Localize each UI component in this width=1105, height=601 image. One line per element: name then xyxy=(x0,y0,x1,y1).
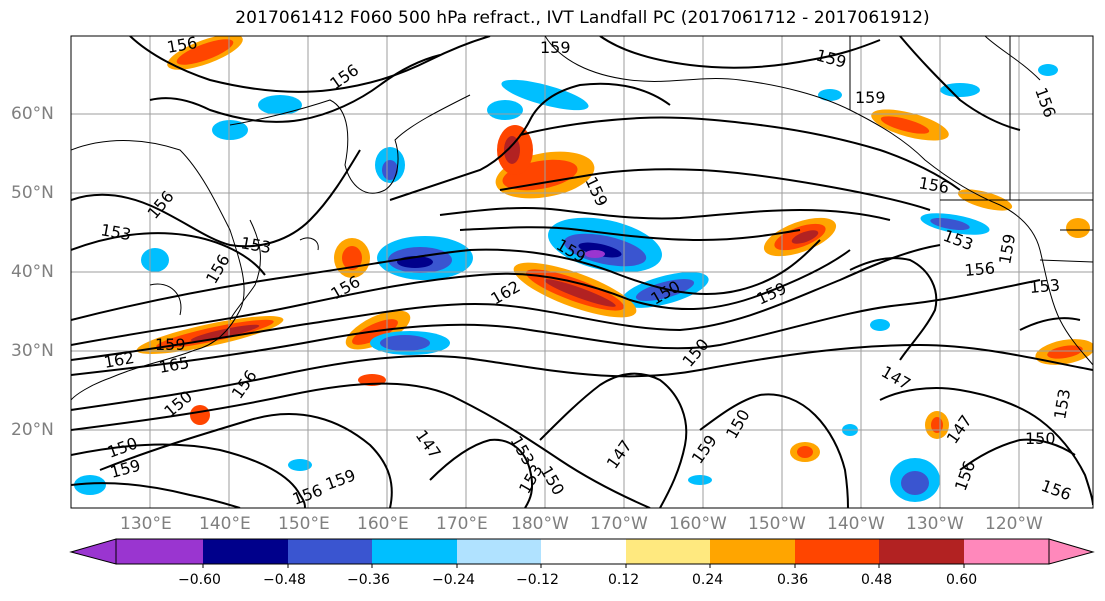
colorbar-extend-right xyxy=(1048,538,1095,565)
colorbar-tick-label: −0.60 xyxy=(178,572,221,588)
lon-label-130e: 130°E xyxy=(120,514,172,534)
contour-label: 150 xyxy=(1025,429,1056,448)
lat-label-20n: 20°N xyxy=(11,420,54,440)
lat-label-60n: 60°N xyxy=(11,104,54,124)
colorbar-tick-label: 0.24 xyxy=(692,572,724,588)
plot-border xyxy=(70,35,1094,509)
lon-label-140w: 140°W xyxy=(827,514,885,534)
lat-label-40n: 40°N xyxy=(11,262,54,282)
lon-label-150e: 150°E xyxy=(278,514,330,534)
coastlines xyxy=(71,36,1093,401)
lon-label-120w: 120°W xyxy=(985,514,1043,534)
colorbar-tick-label: 0.12 xyxy=(608,572,640,588)
lon-label-140e: 140°E xyxy=(199,514,251,534)
colorbar-tick-label: −0.36 xyxy=(347,572,390,588)
contour-label: 159 xyxy=(540,38,571,57)
colorbar-tick-label: 0.36 xyxy=(777,572,809,588)
contour-label: 156 xyxy=(964,258,996,280)
lon-label-130w: 130°W xyxy=(906,514,964,534)
colorbar-tick-label: −0.12 xyxy=(516,572,559,588)
lon-label-160w: 160°W xyxy=(669,514,727,534)
contour-label: 159 xyxy=(155,335,186,354)
colorbar-tick-label: −0.24 xyxy=(432,572,475,588)
contour-label: 159 xyxy=(855,88,886,107)
height-contours xyxy=(71,36,1093,508)
map-title: 2017061412 F060 500 hPa refract., IVT La… xyxy=(235,8,930,28)
lon-label-150w: 150°W xyxy=(748,514,806,534)
lon-label-170e: 170°E xyxy=(436,514,488,534)
contour-label: 156 xyxy=(165,33,198,57)
colorbar-extend-left xyxy=(69,538,117,565)
lon-label-160e: 160°E xyxy=(357,514,409,534)
lon-label-180w: 180°W xyxy=(511,514,569,534)
colorbar-tick-label: 0.60 xyxy=(946,572,978,588)
contour-label: 153 xyxy=(1029,275,1061,297)
plot-area: 156 159 156 159 159 156 156 153 159 156 … xyxy=(71,33,1093,508)
lat-label-30n: 30°N xyxy=(11,341,54,361)
lat-label-50n: 50°N xyxy=(11,183,54,203)
colorbar xyxy=(69,538,1095,568)
graticule xyxy=(71,36,1093,508)
colorbar-tick-label: 0.48 xyxy=(861,572,893,588)
lon-label-170w: 170°W xyxy=(590,514,648,534)
colorbar-tick-label: −0.48 xyxy=(263,572,306,588)
